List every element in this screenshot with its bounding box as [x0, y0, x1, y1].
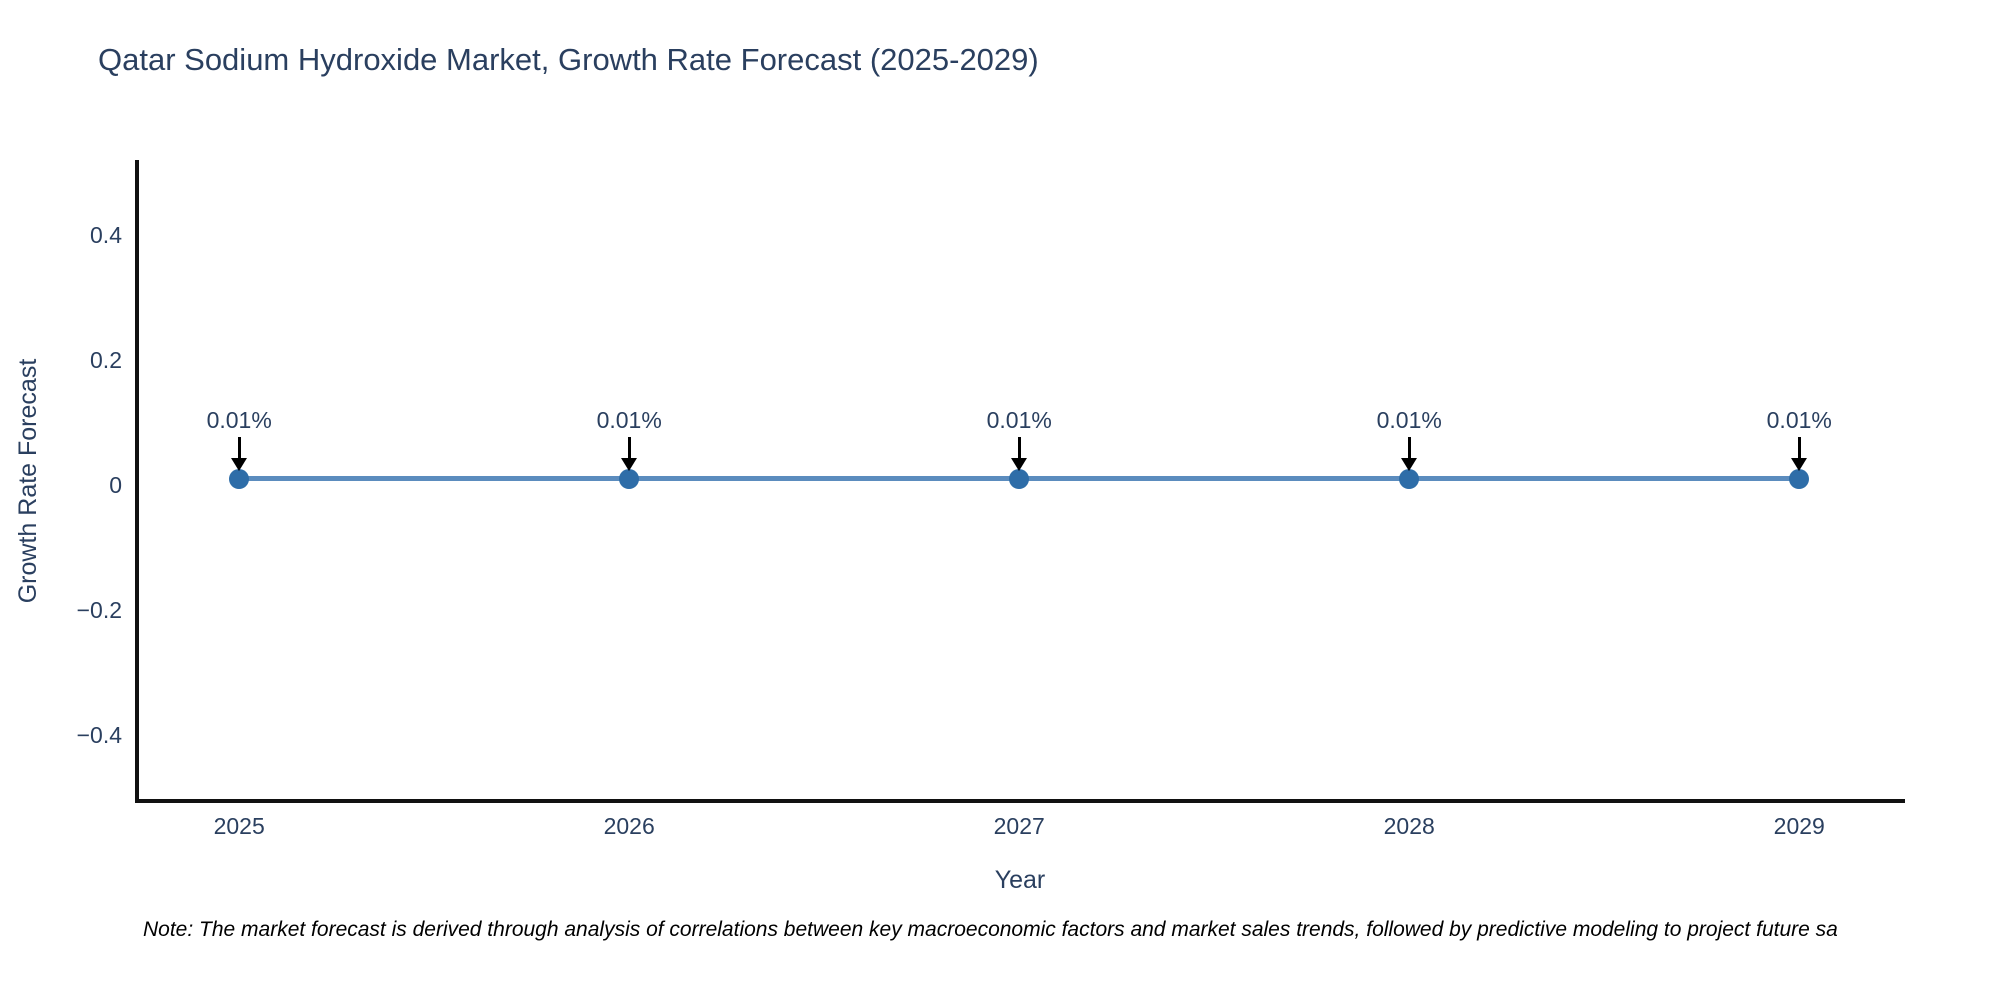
x-axis-line	[135, 799, 1905, 803]
annotation-label: 0.01%	[986, 406, 1052, 433]
data-point-marker[interactable]	[1009, 468, 1030, 489]
footnote: Note: The market forecast is derived thr…	[143, 918, 1838, 941]
annotation-arrowhead-icon	[1401, 457, 1418, 471]
x-tick-label: 2027	[993, 813, 1045, 839]
x-tick-label: 2026	[603, 813, 655, 839]
chart-title: Qatar Sodium Hydroxide Market, Growth Ra…	[98, 42, 1039, 77]
annotation-label: 0.01%	[1766, 406, 1832, 433]
y-tick-label: 0.2	[90, 346, 122, 373]
y-tick-label: −0.2	[76, 596, 122, 623]
data-point-marker[interactable]	[1789, 468, 1810, 489]
x-tick-label: 2028	[1383, 813, 1435, 839]
data-point-marker[interactable]	[619, 468, 640, 489]
y-tick-label: −0.4	[76, 721, 122, 748]
y-tick-label: 0	[109, 471, 122, 498]
y-tick-label: 0.4	[90, 221, 122, 248]
annotation-arrowhead-icon	[231, 457, 248, 471]
annotation-arrow-line	[627, 436, 631, 460]
annotation-label: 0.01%	[596, 406, 662, 433]
annotation-arrow-line	[237, 436, 241, 460]
annotation-arrow-line	[1017, 436, 1021, 460]
annotation-arrowhead-icon	[1011, 457, 1028, 471]
annotation-arrowhead-icon	[1791, 457, 1808, 471]
x-tick-label: 2025	[213, 813, 265, 839]
annotation-label: 0.01%	[206, 406, 272, 433]
data-point-marker[interactable]	[229, 468, 250, 489]
y-axis-line	[135, 160, 139, 803]
annotation-label: 0.01%	[1376, 406, 1442, 433]
x-axis-title: Year	[994, 866, 1046, 894]
x-tick-label: 2029	[1773, 813, 1825, 839]
annotation-arrowhead-icon	[621, 457, 638, 471]
data-point-marker[interactable]	[1399, 468, 1420, 489]
annotation-arrow-line	[1407, 436, 1411, 460]
annotation-arrow-line	[1797, 436, 1801, 460]
